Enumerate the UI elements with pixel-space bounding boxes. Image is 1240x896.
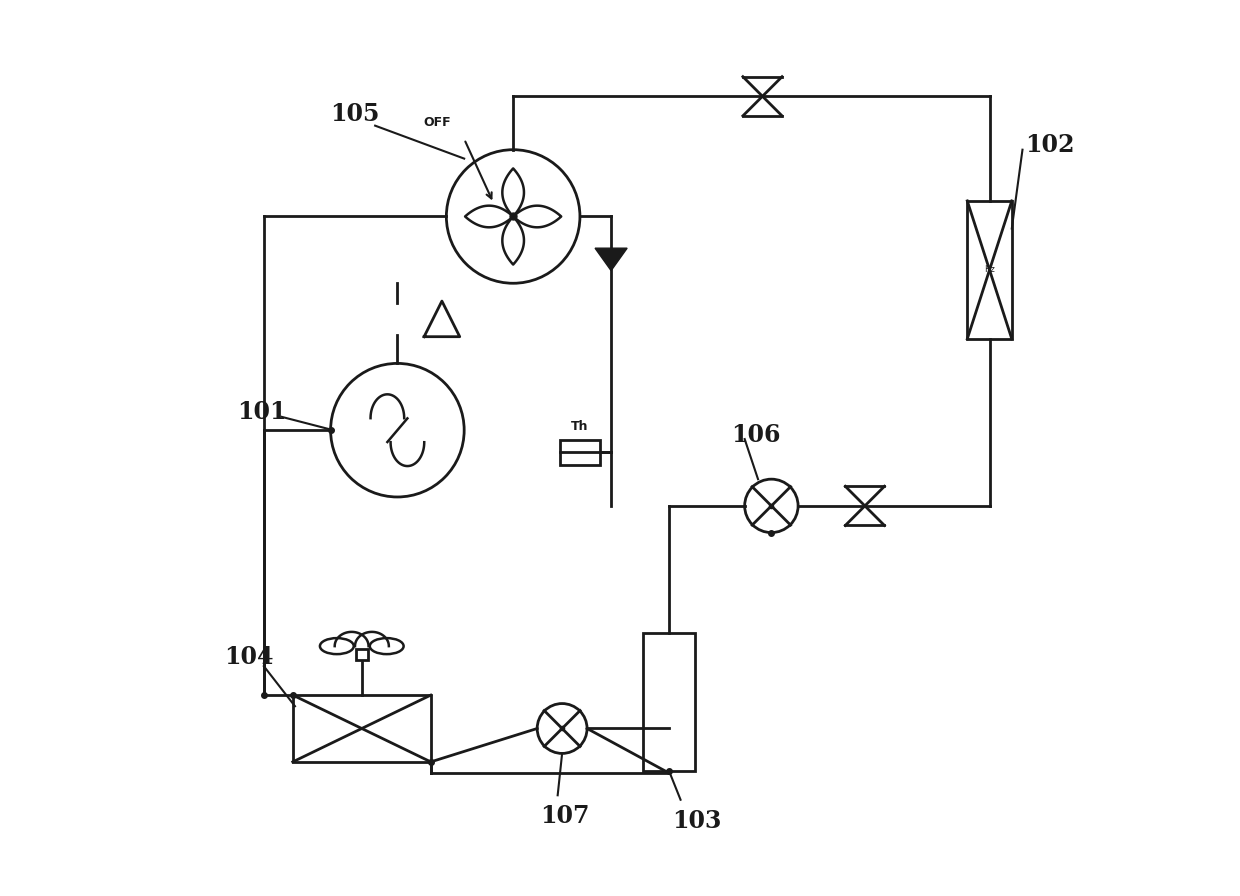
Text: 104: 104 [223, 645, 273, 669]
Text: OFF: OFF [424, 116, 451, 130]
Text: Th: Th [572, 420, 589, 433]
Text: 103: 103 [672, 808, 720, 832]
Bar [560, 440, 600, 465]
Polygon shape [595, 248, 627, 271]
Text: 105: 105 [331, 102, 379, 126]
Text: Hz: Hz [985, 265, 994, 274]
Bar [293, 695, 430, 762]
Text: 107: 107 [539, 805, 589, 828]
Bar [356, 649, 367, 660]
Text: 101: 101 [237, 401, 286, 425]
Bar [644, 633, 694, 771]
Text: 106: 106 [732, 423, 781, 446]
Text: 102: 102 [1025, 134, 1075, 158]
Bar [967, 201, 1012, 339]
